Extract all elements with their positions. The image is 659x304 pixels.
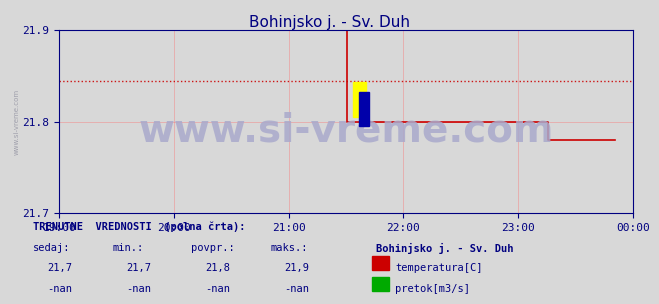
Text: pretok[m3/s]: pretok[m3/s]	[395, 284, 471, 294]
Bar	[353, 82, 366, 117]
Text: -nan: -nan	[205, 284, 230, 294]
Text: TRENUTNE  VREDNOSTI  (polna črta):: TRENUTNE VREDNOSTI (polna črta):	[33, 222, 245, 233]
Text: 21,8: 21,8	[205, 263, 230, 273]
Text: www.si-vreme.com: www.si-vreme.com	[13, 88, 19, 155]
Bar	[372, 256, 389, 271]
Text: -nan: -nan	[126, 284, 151, 294]
Text: min.:: min.:	[112, 243, 143, 253]
Text: Bohinjsko j. - Sv. Duh: Bohinjsko j. - Sv. Duh	[249, 15, 410, 30]
Text: 21,7: 21,7	[126, 263, 151, 273]
Text: -nan: -nan	[47, 284, 72, 294]
Text: www.si-vreme.com: www.si-vreme.com	[138, 112, 554, 150]
Text: 21,7: 21,7	[47, 263, 72, 273]
Text: povpr.:: povpr.:	[191, 243, 235, 253]
Text: -nan: -nan	[284, 284, 309, 294]
Text: maks.:: maks.:	[270, 243, 308, 253]
Text: 21,9: 21,9	[284, 263, 309, 273]
Text: Bohinjsko j. - Sv. Duh: Bohinjsko j. - Sv. Duh	[376, 243, 513, 254]
Bar	[359, 92, 370, 126]
Bar	[372, 277, 389, 291]
Text: temperatura[C]: temperatura[C]	[395, 263, 483, 273]
Text: sedaj:: sedaj:	[33, 243, 71, 253]
